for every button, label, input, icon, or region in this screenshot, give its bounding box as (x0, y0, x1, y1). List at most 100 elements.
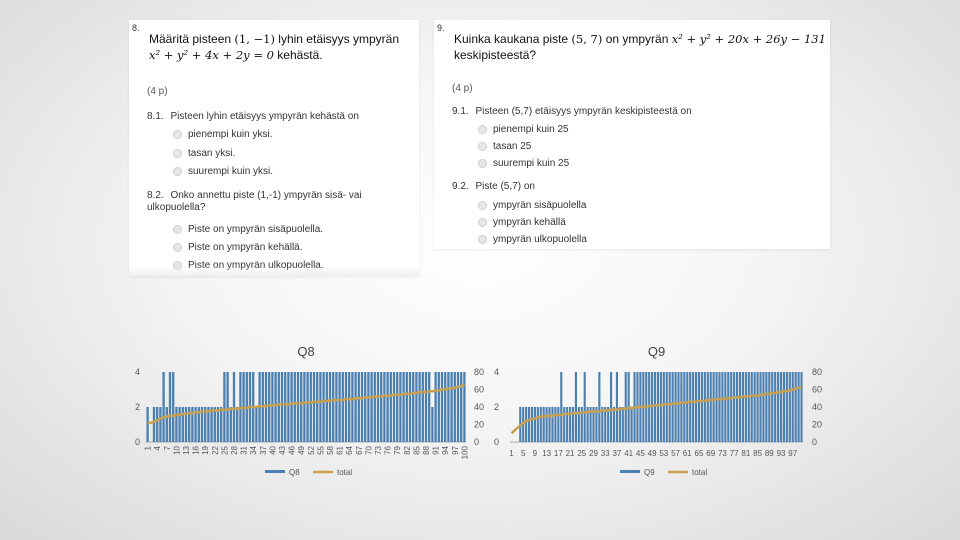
radio-option[interactable]: Piste on ympyrän kehällä. (173, 242, 303, 253)
bar (370, 372, 373, 442)
x-tick-label: 57 (671, 449, 680, 458)
bar (277, 372, 280, 442)
x-tick-label: 25 (220, 445, 229, 454)
bar (271, 372, 274, 442)
radio-option[interactable]: pienempi kuin 25 (478, 124, 569, 135)
x-tick-label: 46 (288, 445, 297, 454)
bar (566, 407, 569, 442)
x-tick-label: 58 (326, 445, 335, 454)
bar (290, 372, 293, 442)
radio-button[interactable] (478, 125, 487, 134)
option-label: Piste on ympyrän ulkopuolella. (188, 260, 324, 271)
y-tick-label-right: 80 (812, 367, 822, 377)
x-tick-label: 10 (172, 445, 181, 454)
radio-button[interactable] (478, 235, 487, 244)
bar (444, 372, 447, 442)
x-tick-label: 67 (355, 445, 364, 454)
bar (447, 372, 450, 442)
question-title: Määritä pisteen (1, −1) lyhin etäisyys y… (149, 31, 419, 63)
radio-button[interactable] (173, 225, 182, 234)
bar (738, 372, 742, 442)
radio-button[interactable] (173, 130, 182, 139)
bar (612, 407, 616, 442)
y-tick-label-left: 4 (494, 367, 499, 377)
bar (303, 372, 306, 442)
bar (194, 407, 197, 442)
radio-button[interactable] (478, 142, 487, 151)
bar (733, 372, 736, 442)
radio-button[interactable] (478, 201, 487, 210)
radio-option[interactable]: Piste on ympyrän sisäpuolella. (173, 224, 323, 235)
radio-button[interactable] (478, 159, 487, 168)
bar (204, 407, 207, 442)
radio-option[interactable]: suurempi kuin yksi. (173, 166, 273, 177)
bar (548, 407, 551, 442)
radio-option[interactable]: tasan 25 (478, 141, 531, 152)
bar (530, 407, 534, 442)
bar (674, 372, 677, 442)
bar (569, 407, 572, 442)
bar (396, 372, 399, 442)
x-tick-label: 70 (364, 445, 373, 454)
radio-option[interactable]: ympyrän kehällä (478, 217, 566, 228)
radio-option[interactable]: suurempi kuin 25 (478, 158, 569, 169)
x-tick-label: 91 (432, 445, 441, 454)
bar (545, 407, 548, 442)
x-tick-label: 53 (659, 449, 668, 458)
x-tick-label: 17 (554, 449, 563, 458)
radio-option[interactable]: tasan yksi. (173, 148, 235, 159)
bar (431, 407, 434, 442)
bar (159, 407, 162, 442)
question-number: 8. (132, 23, 140, 33)
radio-option[interactable]: pienempi kuin yksi. (173, 129, 272, 140)
title-text: keskipisteestä? (454, 48, 537, 62)
bar (727, 372, 730, 442)
subquestion-number: 9.2. (452, 181, 469, 192)
bar (577, 407, 580, 442)
subquestion-8-1: 8.1. Pisteen lyhin etäisyys ympyrän kehä… (147, 111, 419, 123)
bar (765, 372, 768, 442)
radio-option[interactable]: ympyrän ulkopuolella (478, 234, 587, 245)
bar (367, 372, 370, 442)
x-tick-label: 79 (393, 445, 402, 454)
bar (785, 372, 788, 442)
x-tick-label: 5 (521, 449, 526, 458)
bar (551, 407, 554, 442)
bar (424, 372, 428, 442)
x-tick-label: 76 (384, 445, 393, 454)
bar (213, 407, 216, 442)
option-label: tasan yksi. (188, 148, 236, 159)
bar (618, 407, 621, 442)
bar (376, 372, 380, 442)
radio-option[interactable]: ympyrän sisäpuolella (478, 200, 586, 211)
chart-title: Q8 (297, 344, 314, 359)
bar (210, 407, 213, 442)
x-tick-label: 1 (144, 445, 153, 450)
bar (421, 372, 424, 442)
y-tick-label-left: 0 (494, 437, 499, 447)
bar (712, 372, 715, 442)
bar (554, 407, 557, 442)
bar (360, 372, 364, 442)
radio-button[interactable] (173, 149, 182, 158)
option-label: ympyrän ulkopuolella (493, 234, 587, 245)
radio-button[interactable] (173, 243, 182, 252)
bar (680, 372, 683, 442)
radio-button[interactable] (173, 167, 182, 176)
subquestion-text: Pisteen lyhin etäisyys ympyrän kehästä o… (170, 111, 359, 122)
bar (533, 407, 536, 442)
bar (592, 407, 595, 442)
bar (287, 372, 290, 442)
bar (216, 407, 220, 442)
bar (335, 372, 338, 442)
bar (296, 372, 300, 442)
subquestion-number: 8.1. (147, 111, 164, 122)
radio-button[interactable] (478, 218, 487, 227)
x-tick-label: 97 (451, 445, 460, 454)
y-tick-label-right: 0 (812, 437, 817, 447)
option-label: tasan 25 (493, 141, 532, 152)
chart-title: Q9 (648, 344, 665, 359)
bar (348, 372, 351, 442)
bar (665, 372, 668, 442)
